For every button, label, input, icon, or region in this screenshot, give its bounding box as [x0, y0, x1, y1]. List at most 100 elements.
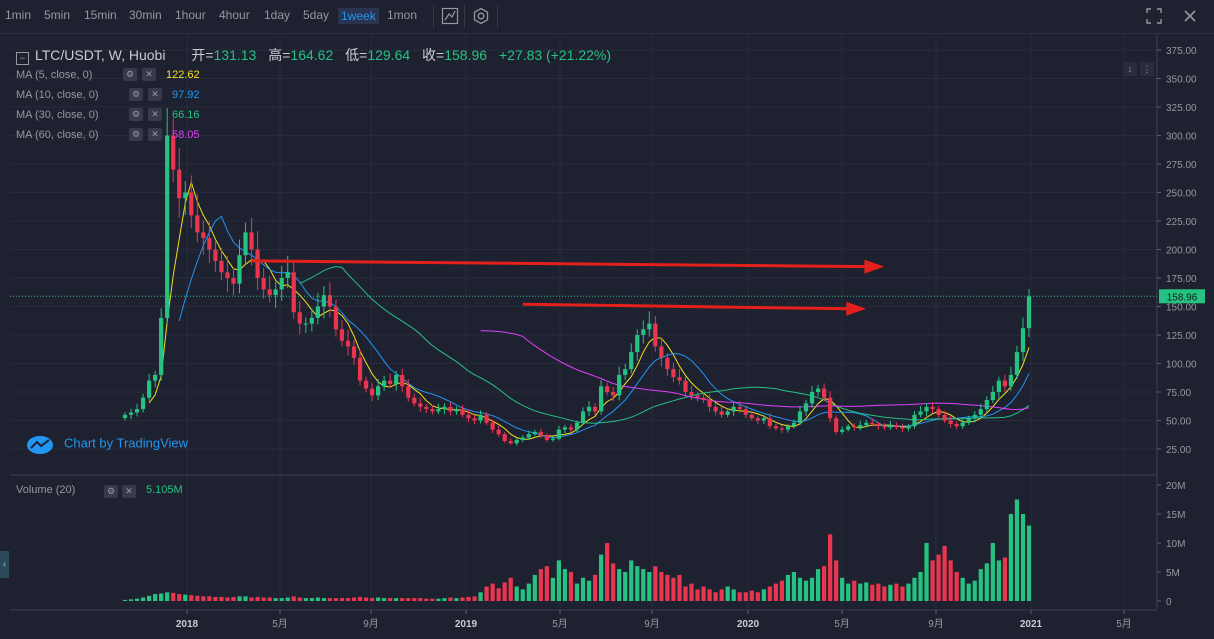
ma-remove-icon[interactable]: ✕	[142, 68, 156, 81]
candle-body	[912, 414, 917, 427]
ma-settings-icon[interactable]: ⚙	[129, 128, 143, 141]
volume-bar	[701, 586, 706, 601]
candle-body	[297, 312, 302, 324]
candle-body	[791, 422, 797, 427]
collapse-icon[interactable]: −	[16, 52, 29, 65]
last-price-tag	[1159, 289, 1205, 304]
volume-remove-icon[interactable]: ✕	[122, 485, 136, 498]
candle-body	[948, 420, 953, 424]
volume-legend: Volume (20) ⚙ ✕ 5.105M	[16, 484, 183, 498]
candle-body	[623, 369, 628, 375]
candle-body	[460, 409, 465, 415]
volume-bar	[954, 572, 959, 601]
timeframe-1mon[interactable]: 1mon	[387, 8, 418, 22]
tradingview-logo-icon	[26, 434, 54, 454]
ma-remove-icon[interactable]: ✕	[148, 108, 162, 121]
volume-bar	[659, 572, 664, 601]
volume-bar	[333, 598, 339, 601]
timeframe-30min[interactable]: 30min	[129, 8, 162, 22]
volume-bar	[894, 583, 899, 601]
timeframe-1min[interactable]: 1min	[5, 8, 32, 22]
volume-bar	[146, 595, 152, 601]
candle-body	[207, 238, 212, 250]
close-icon[interactable]	[1181, 7, 1199, 25]
volume-bar	[586, 580, 592, 601]
volume-bar	[815, 569, 821, 601]
side-panel-toggle[interactable]: ‹	[0, 551, 9, 578]
candle-body	[273, 289, 278, 296]
open-value: 131.13	[213, 47, 257, 63]
volume-bar	[122, 599, 128, 601]
candle-body	[647, 323, 652, 330]
chart-axes: 158.9625.0050.0075.00100.00125.00150.001…	[176, 46, 1205, 630]
high-label: 高=	[268, 47, 291, 63]
candle-body	[201, 232, 206, 239]
candle-body	[134, 409, 140, 413]
candle-body	[153, 374, 158, 381]
ma-remove-icon[interactable]: ✕	[148, 88, 162, 101]
tradingview-watermark[interactable]: Chart by TradingView	[26, 434, 188, 454]
volume-bar	[966, 583, 971, 601]
volume-bar	[532, 574, 537, 601]
volume-settings-icon[interactable]: ⚙	[104, 485, 118, 498]
volume-bar	[309, 598, 314, 601]
annotation-arrow	[251, 259, 867, 269]
candle-body	[954, 423, 959, 427]
timeframe-5day[interactable]: 5day	[303, 8, 330, 22]
volume-bar	[912, 577, 917, 601]
candle-body	[966, 418, 971, 423]
ma-value-2: 66.16	[172, 109, 200, 121]
time-tick-label: 2020	[737, 619, 760, 630]
ma-settings-icon[interactable]: ⚙	[129, 108, 143, 121]
timeframe-1hour[interactable]: 1hour	[175, 8, 206, 22]
candle-body	[972, 414, 977, 419]
timeframe-5min[interactable]: 5min	[44, 8, 71, 22]
settings-gear-icon[interactable]	[472, 7, 490, 25]
candle-body	[809, 392, 815, 404]
chart-type-icon[interactable]	[441, 7, 459, 25]
timeframe-1day[interactable]: 1day	[264, 8, 291, 22]
chart-grid	[10, 34, 1158, 611]
volume-bar	[171, 592, 176, 601]
fullscreen-icon[interactable]	[1145, 7, 1163, 25]
volume-bar	[1002, 557, 1008, 601]
volume-bar	[990, 543, 995, 601]
candle-body	[828, 397, 833, 419]
candle-body	[677, 377, 682, 381]
candle-body	[520, 437, 525, 440]
volume-tick-label: 0	[1166, 597, 1172, 608]
volume-bar	[351, 597, 357, 601]
scale-up-icon[interactable]: ↕	[1123, 62, 1137, 76]
time-tick-label: 5月	[1116, 618, 1132, 630]
candle-body	[815, 388, 821, 392]
volume-bar	[562, 569, 568, 601]
volume-bar	[424, 598, 429, 601]
volume-bar	[882, 586, 887, 601]
candle-body	[906, 426, 911, 429]
volume-bar	[1020, 514, 1026, 601]
candle-body	[611, 392, 616, 396]
candle-body	[309, 317, 314, 324]
candle-body	[225, 272, 230, 278]
ma-remove-icon[interactable]: ✕	[148, 128, 162, 141]
ma-value-3: 58.05	[172, 129, 200, 141]
timeframe-15min[interactable]: 15min	[84, 8, 117, 22]
volume-bar	[478, 592, 483, 601]
volume-bar	[978, 569, 983, 601]
candle-body	[840, 429, 845, 432]
candle-body	[171, 135, 176, 170]
scale-options-icon[interactable]: ⋮	[1140, 62, 1154, 76]
candle-body	[725, 411, 730, 415]
volume-bar	[177, 594, 182, 601]
volume-bar	[755, 592, 760, 601]
ma-settings-icon[interactable]: ⚙	[129, 88, 143, 101]
ma-line-10	[178, 215, 1030, 439]
timeframe-1week[interactable]: 1week	[338, 8, 379, 24]
ma-settings-icon[interactable]: ⚙	[123, 68, 137, 81]
volume-bar	[454, 598, 459, 601]
candle-body	[767, 418, 772, 427]
timeframe-4hour[interactable]: 4hour	[219, 8, 250, 22]
candlestick-series	[122, 108, 1032, 446]
symbol-name: LTC/USDT, W, Huobi	[35, 47, 166, 63]
